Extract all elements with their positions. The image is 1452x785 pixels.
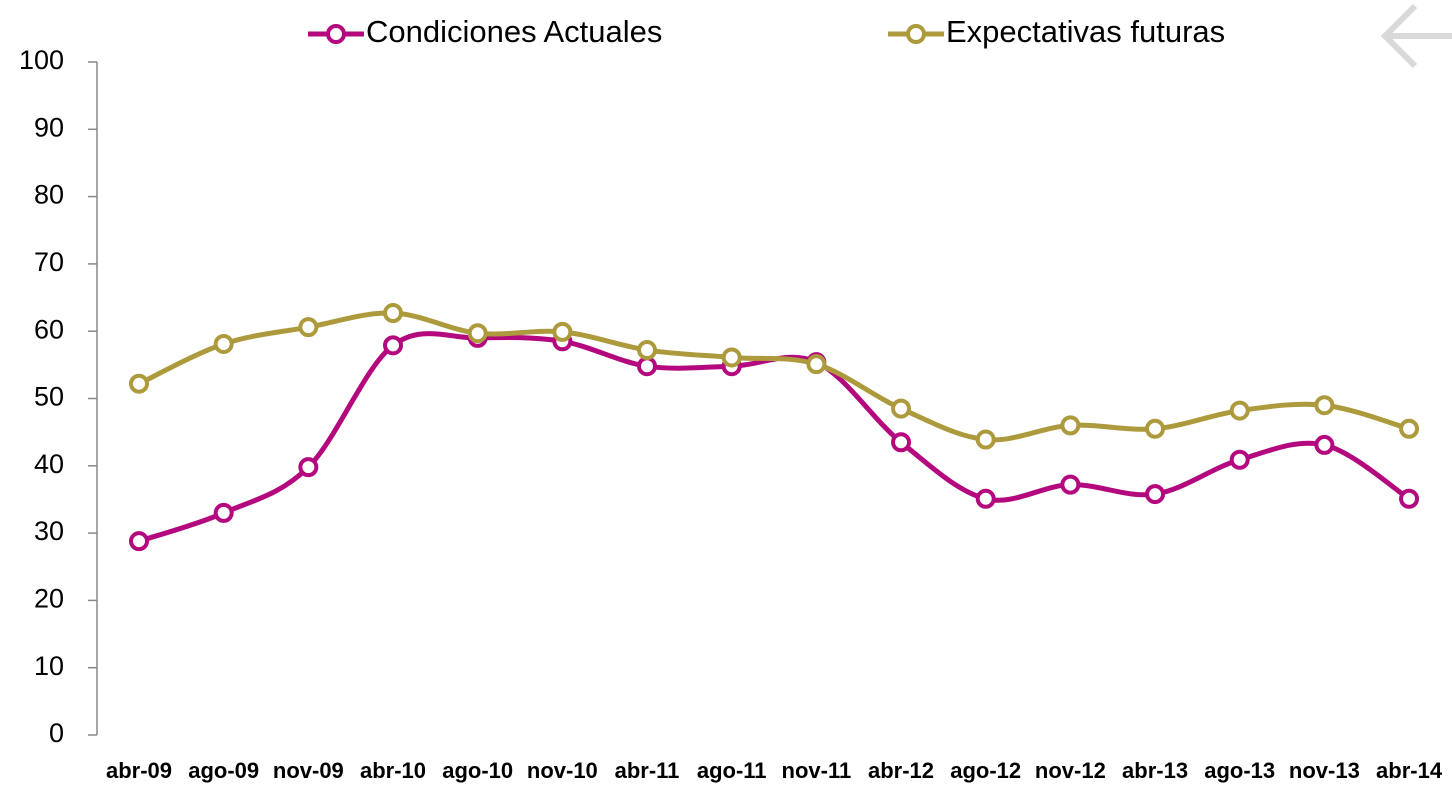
point bbox=[467, 323, 488, 344]
y-tick-label: 40 bbox=[34, 449, 64, 479]
point bbox=[1399, 418, 1420, 439]
back-arrow bbox=[1380, 3, 1452, 69]
point bbox=[213, 502, 234, 523]
point bbox=[721, 347, 742, 368]
legend-marker bbox=[906, 24, 926, 44]
point bbox=[1145, 484, 1166, 505]
x-tick-label: abr-11 bbox=[615, 758, 680, 783]
x-tick-label: abr-14 bbox=[1376, 758, 1443, 783]
y-tick-label: 30 bbox=[34, 516, 64, 546]
x-tick-label: nov-12 bbox=[1035, 758, 1106, 783]
point bbox=[298, 317, 319, 338]
x-tick-label: abr-09 bbox=[106, 758, 172, 783]
point bbox=[1314, 434, 1335, 455]
x-tick-label: nov-10 bbox=[527, 758, 598, 783]
point bbox=[213, 333, 234, 354]
y-tick-label: 90 bbox=[34, 112, 64, 142]
x-tick-label: abr-13 bbox=[1122, 758, 1188, 783]
y-tick-label: 50 bbox=[34, 382, 64, 412]
x-tick-label: ago-10 bbox=[442, 758, 513, 783]
legend-label: Expectativas futuras bbox=[946, 14, 1225, 49]
y-tick-label: 10 bbox=[34, 651, 64, 681]
x-tick-label: ago-09 bbox=[188, 758, 259, 783]
y-tick-label: 20 bbox=[34, 584, 64, 614]
point bbox=[298, 457, 319, 478]
point bbox=[1229, 400, 1250, 421]
point bbox=[975, 429, 996, 450]
x-tick-label: ago-13 bbox=[1204, 758, 1275, 783]
series-line bbox=[137, 310, 1410, 443]
point bbox=[1229, 449, 1250, 470]
y-tick-label: 60 bbox=[34, 314, 64, 344]
point bbox=[806, 354, 827, 375]
point bbox=[129, 531, 149, 552]
point bbox=[1314, 395, 1335, 416]
x-tick-label: nov-09 bbox=[273, 758, 344, 783]
y-tick-label: 80 bbox=[34, 180, 64, 210]
x-tick-label: nov-13 bbox=[1289, 758, 1360, 783]
point bbox=[383, 303, 404, 324]
x-tick-label: abr-12 bbox=[868, 758, 934, 783]
point bbox=[1060, 474, 1081, 495]
point bbox=[637, 356, 658, 377]
point bbox=[1399, 488, 1420, 509]
point bbox=[975, 488, 996, 509]
x-tick-label: ago-11 bbox=[697, 758, 767, 783]
point bbox=[383, 335, 404, 356]
point bbox=[637, 340, 658, 361]
point bbox=[891, 398, 912, 419]
x-tick-label: abr-10 bbox=[360, 758, 426, 783]
y-tick-label: 100 bbox=[19, 45, 64, 75]
series-line bbox=[138, 331, 1411, 544]
point bbox=[552, 321, 573, 342]
point bbox=[129, 373, 149, 394]
y-tick-label: 0 bbox=[49, 718, 64, 748]
legend-label: Condiciones Actuales bbox=[366, 14, 662, 49]
x-tick-label: ago-12 bbox=[950, 758, 1021, 783]
y-tick-label: 70 bbox=[34, 247, 64, 277]
x-tick-label: nov-11 bbox=[782, 758, 852, 783]
point bbox=[1060, 415, 1081, 436]
point bbox=[891, 432, 912, 453]
point bbox=[1145, 418, 1166, 439]
legend-marker bbox=[326, 24, 346, 44]
